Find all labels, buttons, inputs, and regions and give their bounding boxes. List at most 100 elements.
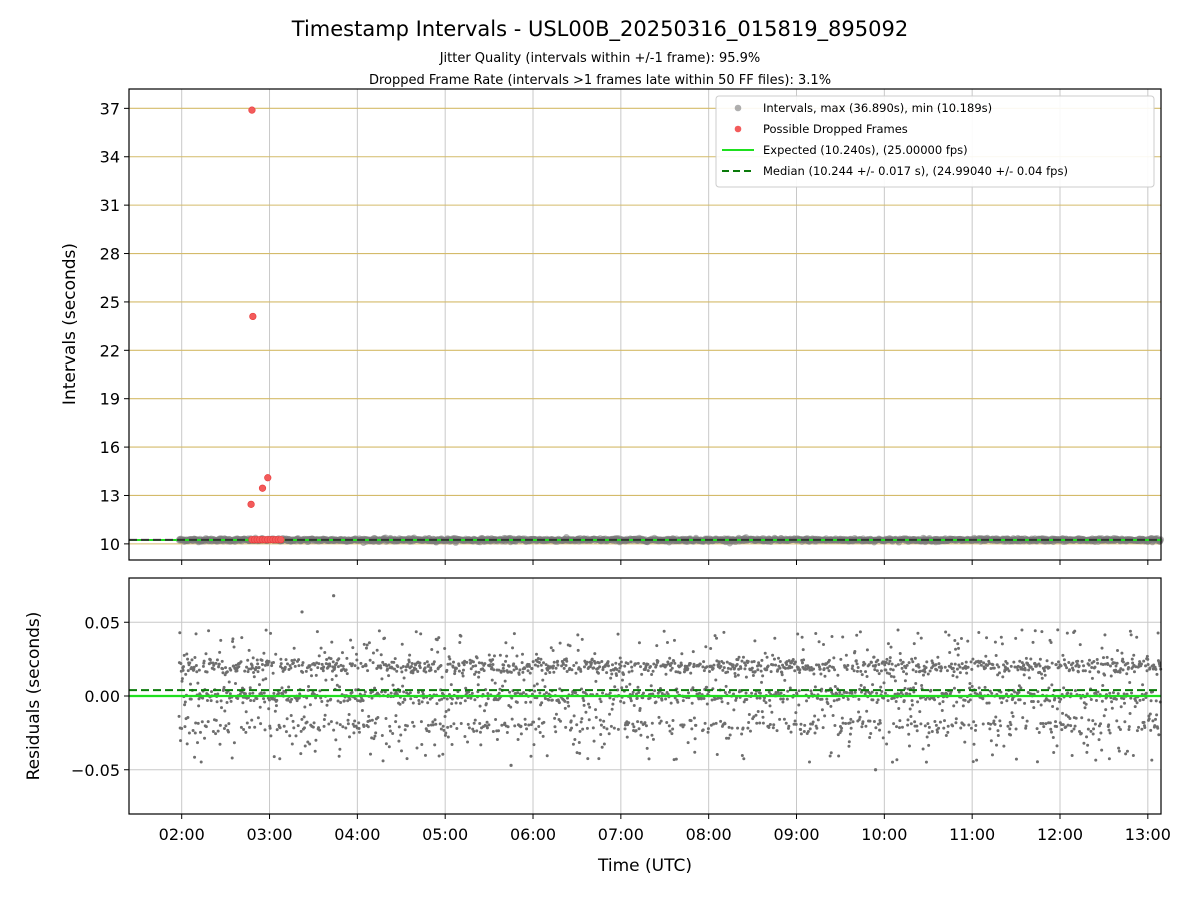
residual-point — [333, 665, 337, 669]
residual-point — [853, 649, 857, 653]
residual-point — [646, 735, 650, 739]
residual-point — [227, 722, 231, 726]
residual-point — [189, 697, 193, 701]
x-tick-label: 09:00 — [773, 825, 819, 844]
residual-point — [280, 666, 284, 670]
residual-point — [1141, 683, 1145, 687]
residual-point — [317, 662, 321, 666]
residual-point — [915, 729, 919, 733]
residual-point — [1125, 672, 1129, 676]
residual-point — [1016, 668, 1020, 672]
residual-point — [564, 664, 568, 668]
residual-point — [619, 699, 623, 703]
residual-point — [836, 733, 840, 737]
residual-point — [1088, 670, 1092, 674]
residual-point — [1013, 690, 1017, 694]
residual-point — [811, 720, 815, 724]
residual-point — [191, 729, 195, 733]
residual-point — [482, 669, 486, 673]
residual-point — [1067, 660, 1071, 664]
residual-point — [975, 758, 979, 762]
residual-point — [631, 722, 635, 726]
residual-point — [1003, 665, 1007, 669]
residual-point — [847, 744, 851, 748]
residual-point — [807, 666, 811, 670]
residuals-plot-area — [129, 594, 1163, 772]
residual-point — [822, 667, 826, 671]
residual-point — [995, 663, 999, 667]
residual-point — [385, 667, 389, 671]
residual-point — [477, 670, 481, 674]
residual-point — [900, 725, 904, 729]
residual-point — [241, 701, 245, 705]
residual-point — [838, 690, 842, 694]
residual-point — [1105, 655, 1109, 659]
residual-point — [635, 696, 639, 700]
residual-point — [325, 658, 329, 662]
residual-point — [664, 672, 668, 676]
residual-point — [956, 642, 960, 646]
residual-point — [582, 703, 586, 707]
residual-point — [183, 725, 187, 729]
legend-entry-label: Median (10.244 +/- 0.017 s), (24.99040 +… — [763, 164, 1068, 178]
residual-point — [341, 664, 345, 668]
residual-point — [944, 630, 948, 634]
residual-point — [768, 698, 772, 702]
residual-point — [574, 671, 578, 675]
residual-point — [357, 721, 361, 725]
legend: Intervals, max (36.890s), min (10.189s)P… — [715, 95, 1155, 188]
residual-point — [807, 760, 811, 764]
residual-point — [442, 728, 446, 732]
residual-point — [762, 698, 766, 702]
residual-point — [317, 654, 321, 658]
residual-point — [1047, 686, 1051, 690]
residual-point — [445, 697, 449, 701]
residual-point — [705, 665, 709, 669]
residual-point — [910, 657, 914, 661]
residual-point — [209, 661, 213, 665]
residual-point — [435, 638, 439, 642]
residual-point — [362, 725, 366, 729]
dropped-frame-point — [277, 536, 285, 544]
residual-point — [972, 742, 976, 746]
residual-point — [1128, 711, 1132, 715]
residual-point — [671, 727, 675, 731]
residual-point — [873, 668, 877, 672]
residual-point — [1038, 664, 1042, 668]
residual-point — [353, 697, 357, 701]
residual-point — [927, 743, 931, 747]
x-tick-label: 13:00 — [1125, 825, 1171, 844]
residual-point — [227, 680, 231, 684]
residual-point — [1080, 659, 1084, 663]
residual-point — [196, 741, 200, 745]
residual-point — [1090, 676, 1094, 680]
residual-point — [863, 662, 867, 666]
residual-point — [446, 725, 450, 729]
residual-point — [364, 664, 368, 668]
residual-point — [1079, 731, 1083, 735]
residual-point — [1056, 660, 1060, 664]
x-tick-label: 11:00 — [949, 825, 995, 844]
residual-point — [498, 687, 502, 691]
residual-point — [346, 722, 350, 726]
residual-point — [243, 692, 247, 696]
residual-point — [447, 655, 451, 659]
residual-point — [659, 664, 663, 668]
residual-point — [727, 736, 731, 740]
intervals-y-tick-label: 37 — [100, 99, 120, 118]
residual-point — [957, 690, 961, 694]
residual-point — [194, 663, 198, 667]
residual-point — [1124, 752, 1128, 756]
residual-point — [538, 730, 542, 734]
residual-point — [651, 669, 655, 673]
residual-point — [188, 661, 192, 665]
residual-point — [889, 645, 893, 649]
residual-point — [336, 665, 340, 669]
residual-point — [1049, 727, 1053, 731]
residual-point — [950, 662, 954, 666]
residual-point — [561, 662, 565, 666]
residual-point — [662, 629, 666, 633]
residual-point — [515, 667, 519, 671]
chart-title: Timestamp Intervals - USL00B_20250316_01… — [291, 17, 908, 42]
residual-point — [968, 698, 972, 702]
